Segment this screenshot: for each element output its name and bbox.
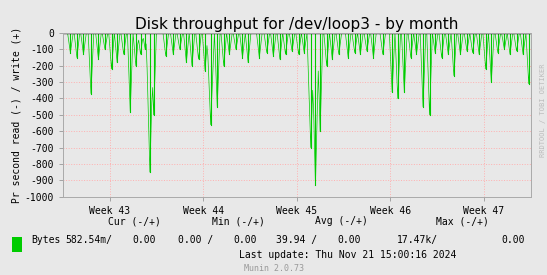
Text: Min (-/+): Min (-/+) [212,216,264,226]
Text: Avg (-/+): Avg (-/+) [316,216,368,226]
Text: 0.00: 0.00 [132,235,156,245]
Y-axis label: Pr second read (-) / write (+): Pr second read (-) / write (+) [11,27,22,203]
Text: 0.00: 0.00 [337,235,361,245]
Title: Disk throughput for /dev/loop3 - by month: Disk throughput for /dev/loop3 - by mont… [135,17,458,32]
Text: 0.00 /: 0.00 / [178,235,213,245]
Text: Bytes: Bytes [31,235,61,245]
Text: 17.47k/: 17.47k/ [397,235,438,245]
Text: RRDTOOL / TOBI OETIKER: RRDTOOL / TOBI OETIKER [540,63,546,157]
Text: Cur (-/+): Cur (-/+) [108,216,160,226]
Text: Last update: Thu Nov 21 15:00:16 2024: Last update: Thu Nov 21 15:00:16 2024 [238,250,456,260]
Text: 0.00: 0.00 [234,235,257,245]
Text: Munin 2.0.73: Munin 2.0.73 [243,265,304,273]
Text: 0.00: 0.00 [502,235,525,245]
Text: 39.94 /: 39.94 / [276,235,317,245]
Text: Max (-/+): Max (-/+) [436,216,488,226]
Text: 582.54m/: 582.54m/ [65,235,112,245]
